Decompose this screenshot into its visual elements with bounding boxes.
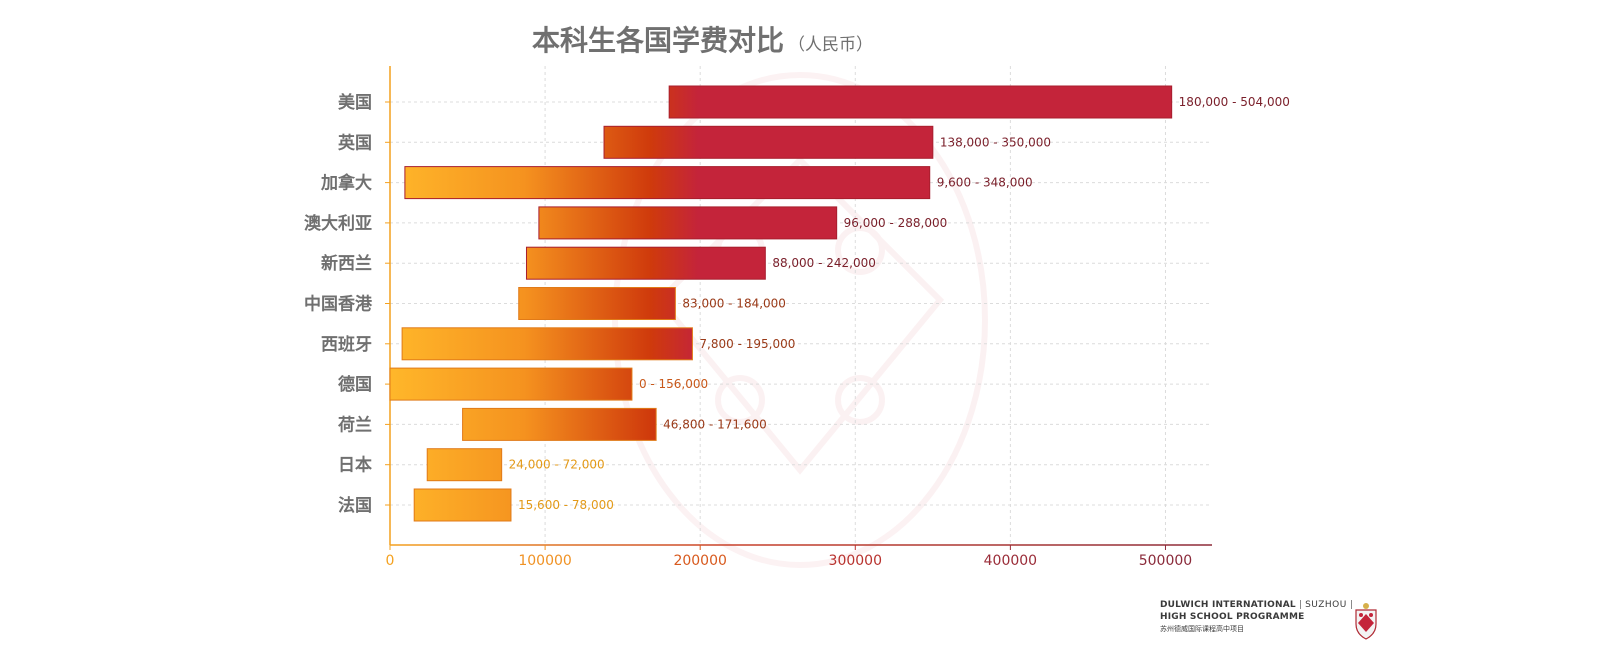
range-bar [426,448,503,482]
labels: 美国 180,000 - 504,000 英国 138,000 - 350,000 加拿… [304,92,1290,516]
crest-logo-icon [1355,603,1377,640]
range-bar [538,206,838,240]
category-label: 新西兰 [321,253,372,274]
data-label: 180,000 - 504,000 [1179,95,1290,109]
data-label: 88,000 - 242,000 [772,256,876,270]
data-label: 7,800 - 195,000 [699,337,795,351]
range-bar [404,166,931,200]
programme-name: HIGH SCHOOL PROGRAMME [1160,612,1305,622]
category-label: 中国香港 [304,294,373,315]
range-bar [668,85,1173,119]
category-label: 加拿大 [320,173,372,194]
footer-brand: DULWICH INTERNATIONAL | SUZHOU | HIGH SCHOO… [1160,600,1390,640]
chinese-name: 苏州德威国际课程高中项目 [1160,625,1244,633]
data-label: 83,000 - 184,000 [682,297,786,311]
data-label: 0 - 156,000 [639,377,708,391]
bars [389,85,1173,522]
data-label: 24,000 - 72,000 [509,458,605,472]
category-label: 德国 [338,374,372,395]
org-city: SUZHOU [1305,600,1347,610]
category-label: 日本 [338,455,372,476]
range-bar [525,246,766,280]
category-label: 美国 [338,92,372,113]
category-label: 法国 [338,495,372,516]
data-label: 138,000 - 350,000 [940,135,1051,149]
data-label: 46,800 - 171,600 [663,417,767,431]
x-tick-label: 200000 [673,553,726,569]
data-label: 9,600 - 348,000 [937,176,1033,190]
category-label: 西班牙 [321,335,372,355]
category-label: 澳大利亚 [304,213,372,234]
axes: 0 100000 200000 300000 400000 500000 [385,66,1212,569]
chart-title: 本科生各国学费对比 [532,24,784,57]
category-label: 英国 [338,132,372,153]
x-tick-label: 100000 [518,553,571,569]
x-tick-label: 0 [386,553,395,569]
x-tick-label: 500000 [1139,553,1192,569]
tuition-range-chart: 本科生各国学费对比 （人民币） 0 100000 200000 300000 40000… [304,24,1290,569]
range-bar [462,407,657,441]
range-bar [401,327,693,361]
range-bar [603,125,934,159]
category-label: 荷兰 [338,414,372,435]
chart-subtitle: （人民币） [788,35,873,55]
x-tick-label: 400000 [984,553,1037,569]
data-label: 96,000 - 288,000 [844,216,948,230]
range-bar [518,287,676,320]
data-label: 15,600 - 78,000 [518,498,614,512]
range-bar [413,488,512,522]
org-name: DULWICH INTERNATIONAL [1160,600,1296,610]
x-tick-label: 300000 [829,553,882,569]
range-bar [389,367,633,401]
